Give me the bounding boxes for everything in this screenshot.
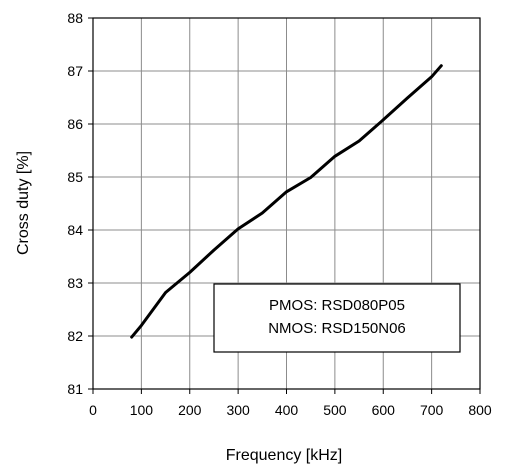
data-point bbox=[130, 335, 133, 339]
data-point bbox=[333, 155, 337, 158]
x-tick-label: 100 bbox=[130, 402, 154, 418]
data-point bbox=[236, 227, 240, 231]
x-tick-label: 700 bbox=[420, 402, 444, 418]
y-axis-ticks: 81 82 83 84 85 86 87 88 bbox=[67, 10, 93, 397]
x-tick-label: 400 bbox=[275, 402, 299, 418]
x-tick-label: 500 bbox=[323, 402, 347, 418]
data-point bbox=[406, 96, 409, 100]
y-tick-label: 82 bbox=[67, 328, 83, 344]
y-tick-label: 85 bbox=[67, 169, 83, 185]
data-point bbox=[164, 291, 167, 294]
x-axis-title: Frequency [kHz] bbox=[226, 447, 342, 464]
data-point bbox=[309, 176, 312, 179]
data-point bbox=[440, 64, 443, 67]
x-tick-label: 600 bbox=[372, 402, 396, 418]
annotation-box-frame bbox=[213, 283, 461, 353]
x-tick-label: 200 bbox=[178, 402, 202, 418]
data-point bbox=[140, 324, 143, 327]
y-tick-label: 83 bbox=[67, 275, 83, 291]
y-tick-label: 87 bbox=[67, 63, 83, 79]
data-point bbox=[188, 271, 191, 274]
data-point bbox=[285, 190, 288, 193]
y-axis-title: Cross duty [%] bbox=[15, 151, 32, 255]
x-tick-label: 800 bbox=[468, 402, 492, 418]
y-tick-label: 84 bbox=[67, 222, 83, 238]
x-axis-ticks: 0 100 200 300 400 500 600 700 800 bbox=[89, 389, 492, 418]
x-tick-label: 0 bbox=[89, 402, 97, 418]
data-point bbox=[430, 75, 433, 79]
data-point bbox=[261, 211, 264, 215]
data-point bbox=[357, 139, 361, 143]
data-point bbox=[212, 248, 216, 252]
annotation-box: PMOS: RSD080P05 NMOS: RSD150N06 bbox=[213, 283, 461, 353]
annotation-line-nmos: NMOS: RSD150N06 bbox=[268, 320, 406, 337]
x-tick-label: 300 bbox=[226, 402, 250, 418]
series-layer bbox=[130, 64, 443, 339]
data-point bbox=[382, 118, 385, 122]
y-tick-label: 88 bbox=[67, 10, 83, 26]
y-tick-label: 86 bbox=[67, 116, 83, 132]
annotation-line-pmos: PMOS: RSD080P05 bbox=[269, 297, 405, 314]
y-tick-label: 81 bbox=[67, 381, 83, 397]
